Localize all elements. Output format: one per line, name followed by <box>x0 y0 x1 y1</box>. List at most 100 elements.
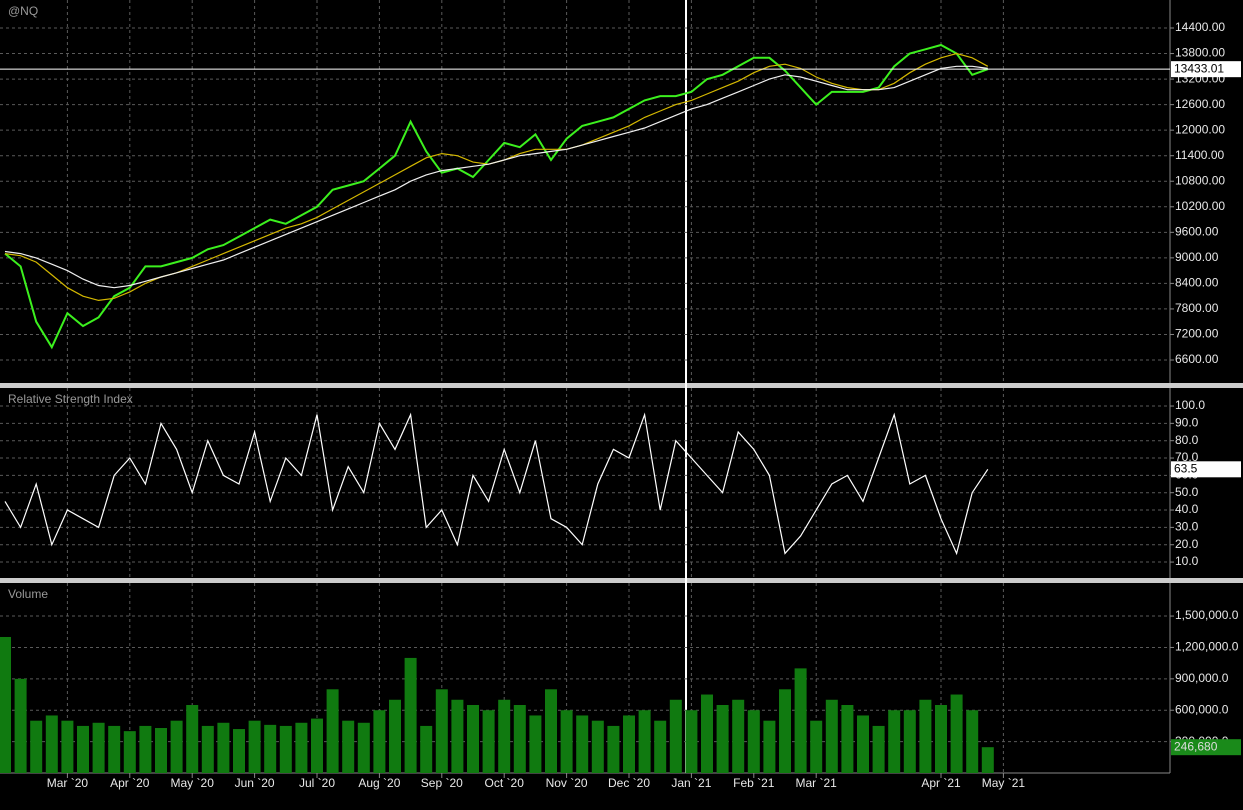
y-tick-label: 1,500,000.0 <box>1175 608 1239 622</box>
y-tick-label: 7200.00 <box>1175 327 1219 341</box>
x-tick-label: Feb `21 <box>733 776 775 790</box>
volume-bar <box>77 725 89 773</box>
y-tick-label: 100.0 <box>1175 398 1205 412</box>
y-tick-label: 10800.00 <box>1175 173 1225 187</box>
y-tick-label: 9000.00 <box>1175 250 1219 264</box>
panel-title: Relative Strength Index <box>8 392 133 406</box>
volume-bar <box>654 720 667 773</box>
x-tick-label: Jul `20 <box>299 776 335 790</box>
volume-bar <box>794 668 807 773</box>
y-tick-label: 600,000.0 <box>1175 702 1229 716</box>
y-tick-label: 50.0 <box>1175 485 1199 499</box>
volume-bar <box>30 720 43 773</box>
y-tick-label: 900,000.0 <box>1175 671 1229 685</box>
volume-bar <box>872 725 885 773</box>
volume-bar <box>0 636 11 773</box>
volume-bar <box>201 725 214 773</box>
volume-bar <box>623 715 635 773</box>
volume-bar <box>248 720 261 773</box>
panel-separator <box>0 578 1243 583</box>
x-tick-label: Oct `20 <box>485 776 525 790</box>
volume-bar <box>888 710 901 773</box>
volume-bar <box>857 715 869 773</box>
last-value-box <box>1171 461 1241 478</box>
volume-bar <box>357 722 370 773</box>
x-tick-label: Nov `20 <box>546 776 588 790</box>
y-tick-label: 8400.00 <box>1175 276 1219 290</box>
volume-bar <box>810 720 823 773</box>
volume-bar <box>716 704 729 773</box>
volume-bar <box>186 704 199 773</box>
volume-bar <box>467 704 479 773</box>
panel-title: @NQ <box>8 4 38 18</box>
volume-bar <box>607 725 620 773</box>
series-line <box>4 43 989 350</box>
volume-bar <box>92 722 105 773</box>
x-tick-label: Mar `21 <box>796 776 838 790</box>
y-tick-label: 90.0 <box>1175 416 1199 430</box>
x-tick-label: May `20 <box>171 776 215 790</box>
panel-separator <box>0 383 1243 388</box>
volume-bar <box>529 715 542 773</box>
volume-bar <box>123 731 136 773</box>
volume-bar <box>513 704 526 773</box>
last-value-label: 63.5 <box>1174 461 1198 475</box>
y-tick-label: 30.0 <box>1175 520 1199 534</box>
x-tick-label: Apr `21 <box>921 776 961 790</box>
volume-bar <box>233 729 245 773</box>
y-tick-label: 12000.00 <box>1175 122 1225 136</box>
volume-bar <box>279 725 292 773</box>
volume-bar <box>732 699 745 773</box>
volume-bar <box>981 747 994 773</box>
volume-bar <box>108 725 121 773</box>
x-tick-label: Jun `20 <box>235 776 275 790</box>
volume-bar <box>903 710 916 773</box>
x-tick-label: Mar `20 <box>47 776 89 790</box>
y-tick-label: 1,200,000.0 <box>1175 640 1239 654</box>
x-tick-label: Sep `20 <box>421 776 463 790</box>
volume-bar <box>373 710 386 773</box>
volume-bar <box>498 699 511 773</box>
y-tick-label: 70.0 <box>1175 450 1199 464</box>
last-value-label: 13433.01 <box>1174 61 1224 75</box>
y-tick-label: 13800.00 <box>1175 46 1225 60</box>
volume-bar <box>404 657 417 773</box>
volume-bar <box>14 678 27 773</box>
series-line <box>4 412 989 556</box>
volume-bar <box>264 724 277 773</box>
volume-bar <box>919 699 932 773</box>
x-tick-label: Dec `20 <box>608 776 650 790</box>
volume-bar <box>451 699 464 773</box>
last-value-box <box>1171 739 1241 756</box>
volume-bar <box>342 720 355 773</box>
y-tick-label: 10.0 <box>1175 554 1199 568</box>
volume-bar <box>638 710 651 773</box>
volume-bar <box>763 720 776 773</box>
x-tick-label: Jan `21 <box>671 776 711 790</box>
y-tick-label: 10200.00 <box>1175 199 1225 213</box>
y-tick-label: 20.0 <box>1175 537 1199 551</box>
y-tick-label: 80.0 <box>1175 433 1199 447</box>
y-tick-label: 11400.00 <box>1175 148 1224 162</box>
panel-title: Volume <box>8 587 48 601</box>
plot-layer: Mar `20 Apr `20 May `20 Jun `20 Jul `20 Aug `… <box>0 0 1241 790</box>
volume-bar <box>841 704 854 773</box>
volume-bar <box>139 725 152 773</box>
volume-bar <box>326 689 339 773</box>
volume-bar <box>779 689 791 773</box>
y-tick-label: 12600.00 <box>1175 97 1225 111</box>
volume-bar <box>669 699 682 773</box>
volume-bar <box>155 728 167 773</box>
volume-bar <box>560 710 573 773</box>
y-tick-label: 40.0 <box>1175 502 1199 516</box>
volume-bar <box>482 710 495 773</box>
volume-bar <box>966 710 979 773</box>
volume-bar <box>701 694 713 773</box>
x-tick-label: May `21 <box>982 776 1026 790</box>
volume-bar <box>435 689 448 773</box>
volume-bar <box>311 718 323 773</box>
y-tick-label: 7800.00 <box>1175 301 1219 315</box>
